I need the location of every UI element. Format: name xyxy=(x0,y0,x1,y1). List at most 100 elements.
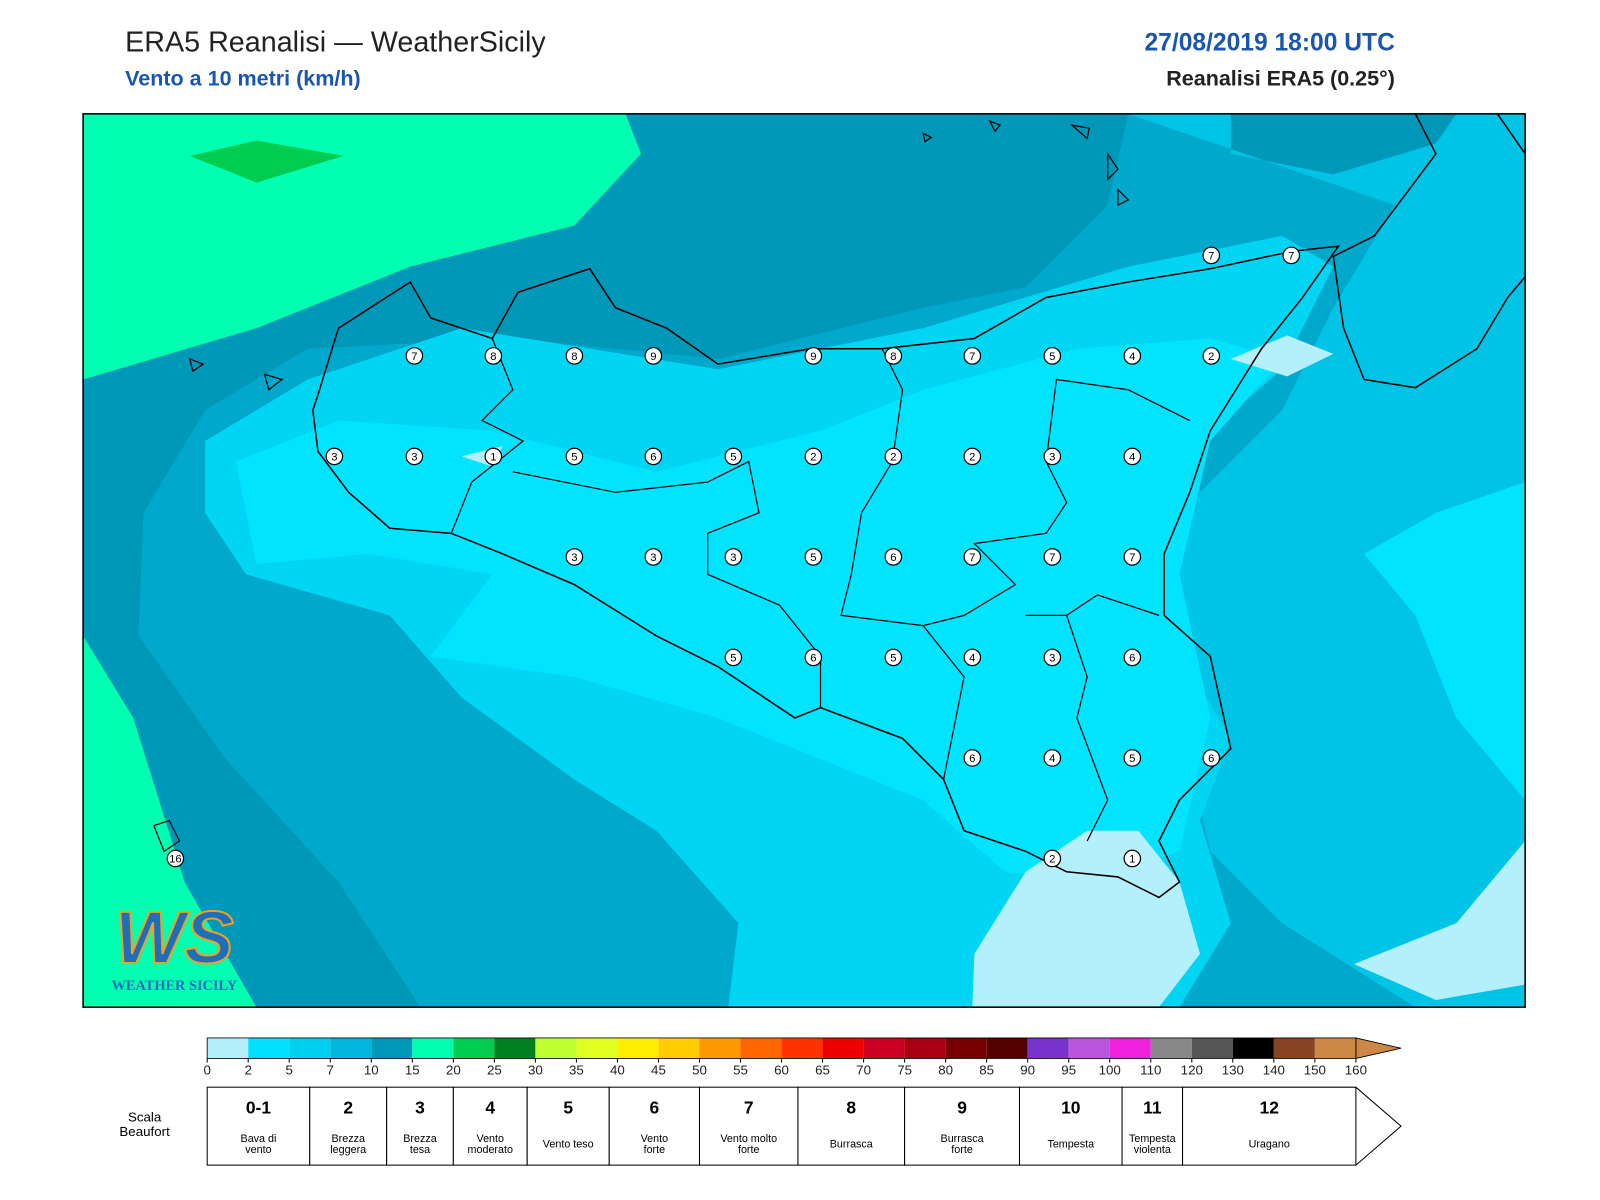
colorbar-bin xyxy=(986,1037,1028,1059)
colorbar-tick-label: 30 xyxy=(528,1062,543,1077)
station-value: 7 xyxy=(411,351,417,363)
colorbar-bin xyxy=(1109,1037,1151,1059)
colorbar-tick-label: 45 xyxy=(651,1062,666,1077)
station-value: 5 xyxy=(1129,753,1135,765)
beaufort-number: 3 xyxy=(415,1097,425,1117)
colorbar-bin xyxy=(1314,1037,1356,1059)
station-marker xyxy=(804,648,823,667)
station-marker xyxy=(1043,849,1062,868)
station-value: 7 xyxy=(1049,552,1055,564)
model: Reanalisi ERA5 (0.25°) xyxy=(1166,67,1395,91)
colorbar-tick-label: 140 xyxy=(1263,1062,1285,1077)
station-marker xyxy=(166,849,185,868)
station-marker xyxy=(884,548,903,566)
station-marker xyxy=(565,347,584,365)
station-value: 6 xyxy=(1208,753,1214,765)
station-value: 2 xyxy=(1208,351,1214,363)
colorbar-bin xyxy=(658,1037,700,1059)
beaufort-number: 7 xyxy=(744,1097,754,1117)
colorbar-bin xyxy=(453,1037,495,1059)
station-marker xyxy=(325,447,344,466)
station-marker xyxy=(804,347,823,365)
colorbar-tick-label: 80 xyxy=(938,1062,953,1077)
station-value: 16 xyxy=(169,853,182,865)
station-value: 6 xyxy=(810,652,816,664)
station-marker xyxy=(1043,347,1062,365)
station-marker xyxy=(963,749,982,767)
colorbar: 0 2 5 7 10 15 20 25 30 35 40 45 50 55 60 65 70 75 80 85 90 95… xyxy=(203,1037,1402,1077)
station-value: 6 xyxy=(1129,652,1135,664)
map-frame xyxy=(82,113,1526,1008)
beaufort-label: forte xyxy=(738,1144,760,1156)
title: ERA5 Reanalisi — WeatherSicily xyxy=(125,27,546,59)
station-value: 2 xyxy=(969,451,975,463)
colorbar-tick-label: 110 xyxy=(1140,1062,1161,1077)
beaufort-label: Brezza xyxy=(403,1133,436,1145)
station-value: 4 xyxy=(1049,753,1055,765)
station-value: 3 xyxy=(331,451,337,463)
station-value: 7 xyxy=(1288,250,1294,262)
beaufort-label: Vento molto xyxy=(720,1133,777,1145)
subtitle: Vento a 10 metri (km/h) xyxy=(125,67,361,91)
colorbar-tick-label: 20 xyxy=(446,1062,461,1077)
beaufort-label: forte xyxy=(951,1144,973,1156)
beaufort-cell xyxy=(797,1086,906,1166)
station-marker xyxy=(804,447,823,466)
colorbar-tick-label: 120 xyxy=(1181,1062,1203,1077)
beaufort-cell xyxy=(386,1086,454,1166)
beaufort-label: vento xyxy=(245,1144,271,1156)
beaufort-number: 0-1 xyxy=(246,1097,271,1117)
beaufort-label: Vento xyxy=(641,1133,669,1145)
station-marker xyxy=(1123,648,1142,667)
beaufort-label: Burrasca xyxy=(941,1133,984,1145)
station-value: 7 xyxy=(1208,250,1214,262)
colorbar-bin xyxy=(822,1037,864,1059)
station-value: 3 xyxy=(1049,652,1055,664)
station-marker xyxy=(724,447,743,466)
colorbar-bin xyxy=(289,1037,331,1059)
colorbar-tick-label: 10 xyxy=(364,1062,379,1077)
station-marker xyxy=(644,447,663,466)
colorbar-bin xyxy=(207,1037,249,1059)
station-marker xyxy=(1123,447,1142,466)
station-marker xyxy=(644,548,663,566)
colorbar-bin xyxy=(1068,1037,1110,1059)
colorbar-tick-label: 5 xyxy=(286,1062,293,1077)
beaufort-label: Vento xyxy=(477,1133,505,1145)
beaufort-label: moderato xyxy=(468,1144,513,1156)
beaufort-label: Brezza xyxy=(331,1133,364,1145)
colorbar-bin xyxy=(863,1037,905,1059)
station-value: 9 xyxy=(650,351,656,363)
station-value: 1 xyxy=(1129,853,1135,865)
station-marker xyxy=(884,447,903,466)
station-value: 5 xyxy=(730,652,736,664)
colorbar-bin xyxy=(535,1037,577,1059)
beaufort-label: forte xyxy=(644,1144,666,1156)
station-marker xyxy=(565,447,584,466)
field xyxy=(83,113,642,1008)
map: 7 7 7 8 8 9 9 8 7 5 4 2 3 3 1 5 6 5 2 2 2 3 4 3 3 3 5 6 7 7 7 5 6 5 4 3 6 6 4 5… xyxy=(82,113,1526,1008)
station-marker xyxy=(1043,447,1062,466)
station-marker xyxy=(1123,347,1142,365)
beaufort-number: 11 xyxy=(1143,1097,1162,1117)
colorbar-bin xyxy=(781,1037,823,1059)
station-marker xyxy=(1202,347,1221,365)
colorbar-bin xyxy=(945,1037,987,1059)
field xyxy=(189,140,344,183)
stations: 7 7 7 8 8 9 9 8 7 5 4 2 3 3 1 5 6 5 2 2 2 3 4 3 3 3 5 6 7 7 7 5 6 5 4 3 6 6 4 5… xyxy=(166,246,1301,868)
station-marker xyxy=(963,648,982,667)
station-marker xyxy=(484,347,503,365)
station-value: 3 xyxy=(411,451,417,463)
station-marker xyxy=(804,548,823,566)
station-value: 2 xyxy=(810,451,816,463)
station-value: 5 xyxy=(571,451,577,463)
colorbar-tick-label: 25 xyxy=(487,1062,502,1077)
logo-text: WEATHER SICILY xyxy=(112,978,238,994)
colorbar-tick-label: 160 xyxy=(1345,1062,1367,1077)
sicily-coast xyxy=(312,245,1341,899)
beaufort-label: violenta xyxy=(1134,1144,1171,1156)
station-marker xyxy=(1123,548,1142,566)
colorbar-bin xyxy=(1273,1037,1315,1059)
colorbar-tick-label: 100 xyxy=(1099,1062,1121,1077)
